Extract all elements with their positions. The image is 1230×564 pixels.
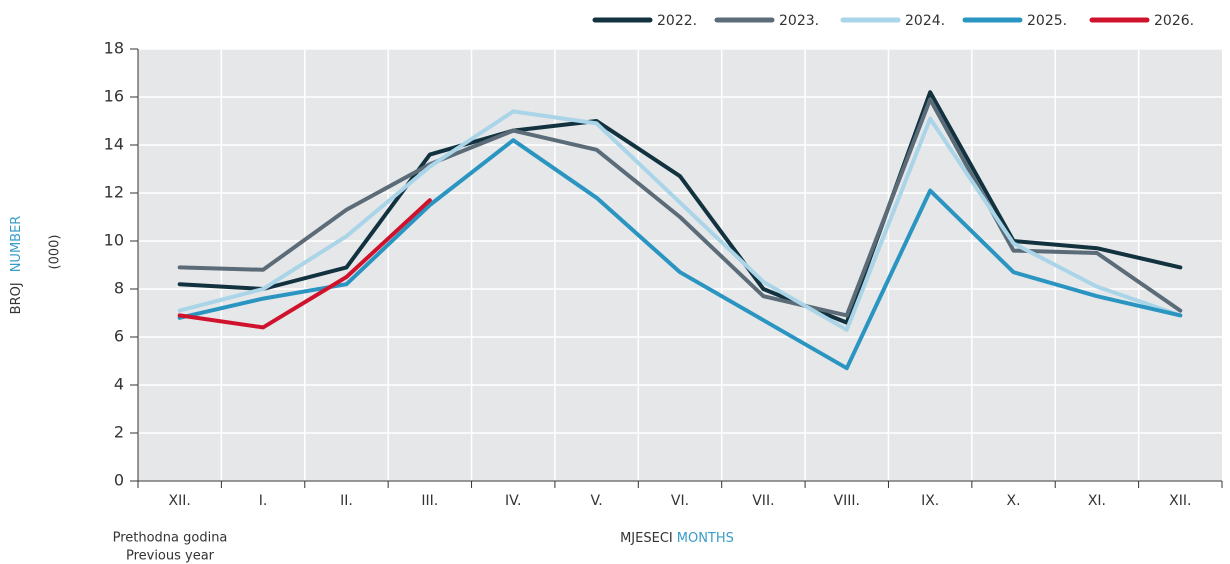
y-axis-label-part: BROJ [9, 282, 24, 314]
legend-label: 2024. [905, 13, 945, 29]
x-axis-label-part: MONTHS [677, 531, 734, 546]
x-tick-label: VII. [752, 493, 774, 509]
y-tick-label: 6 [114, 327, 124, 346]
series-line [177, 198, 432, 330]
series-line [177, 109, 1183, 332]
y-axis-unit: (000) [48, 235, 63, 270]
x-tick-label: XI. [1088, 493, 1106, 509]
y-tick-label: 2 [114, 423, 124, 442]
y-axis-label: BROJ NUMBER [9, 216, 24, 315]
x-axis-label: MJESECI MONTHS [620, 531, 734, 546]
x-tick-label: II. [340, 493, 353, 509]
x-tick-label: IX. [921, 493, 939, 509]
x-tick-label: X. [1007, 493, 1021, 509]
x-tick-label: IV. [505, 493, 521, 509]
legend-label: 2023. [779, 13, 819, 29]
x-tick-label: V. [590, 493, 602, 509]
note: Prethodna godina [113, 531, 228, 546]
x-tick-label: XII. [1169, 493, 1191, 509]
y-tick-label: 4 [114, 375, 124, 394]
y-tick-label: 10 [104, 231, 124, 250]
x-tick-label: VIII. [834, 493, 860, 509]
x-tick-label: I. [259, 493, 268, 509]
x-tick-label: VI. [671, 493, 689, 509]
x-tick-label: III. [421, 493, 438, 509]
y-tick-label: 14 [104, 135, 124, 154]
plot-area [138, 49, 1222, 481]
y-tick-label: 12 [104, 183, 124, 202]
legend-label: 2022. [657, 13, 697, 29]
series-line [177, 138, 1183, 371]
y-tick-label: 16 [104, 87, 124, 106]
legend-label: 2026. [1154, 13, 1194, 29]
y-tick-label: 0 [114, 471, 124, 490]
legend-label: 2025. [1027, 13, 1067, 29]
x-axis-label-part: MJESECI [620, 531, 673, 546]
y-axis-label-part: NUMBER [9, 216, 24, 273]
series-line [177, 97, 1183, 318]
y-tick-label: 8 [114, 279, 124, 298]
x-tick-label: XII. [169, 493, 191, 509]
y-tick-label: 18 [104, 39, 124, 58]
note: Previous year [126, 549, 215, 564]
